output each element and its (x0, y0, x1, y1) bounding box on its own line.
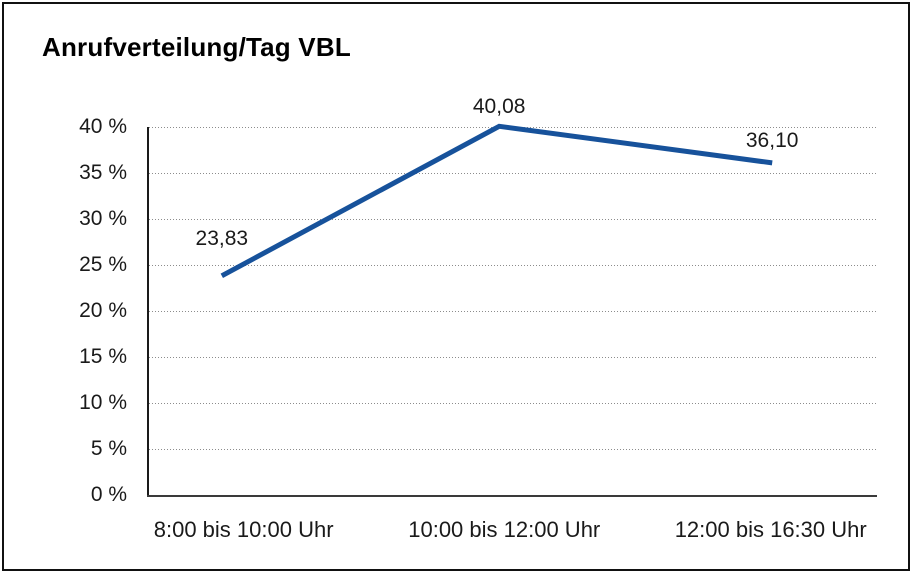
y-tick-label: 20 % (79, 299, 127, 322)
gridline (149, 311, 877, 312)
chart-title: Anrufverteilung/Tag VBL (42, 32, 351, 62)
x-axis-label: 12:00 bis 16:30 Uhr (674, 517, 867, 542)
y-tick-label: 35 % (79, 161, 127, 184)
y-axis-line (147, 127, 149, 497)
plot-area: 0 % 5 % 10 % 15 % 20 % 25 % 30 % 35 % 40 % 23,83… (79, 96, 877, 542)
y-tick-label: 25 % (79, 253, 127, 276)
y-tick-label: 10 % (79, 391, 127, 414)
gridline (149, 219, 877, 220)
x-axis-label: 10:00 bis 12:00 Uhr (408, 517, 601, 542)
gridline (149, 403, 877, 404)
data-point-label: 23,83 (195, 226, 249, 250)
line-series-chart (220, 123, 773, 279)
y-tick-label: 0 % (90, 483, 127, 506)
gridline (149, 265, 877, 266)
data-point-label: 40,08 (472, 95, 526, 119)
y-tick-label: 5 % (90, 437, 127, 460)
y-tick-label: 40 % (79, 115, 127, 138)
data-point-label: 36,10 (745, 128, 799, 152)
x-axis-label: 8:00 bis 10:00 Uhr (153, 517, 334, 542)
x-axis-line (147, 495, 877, 497)
gridline (149, 357, 877, 358)
y-tick-label: 15 % (79, 345, 127, 368)
y-tick-label: 30 % (79, 207, 127, 230)
gridline (149, 173, 877, 174)
y-axis-tick-labels: 0 % 5 % 10 % 15 % 20 % 25 % 30 % 35 % 40 % (4, 115, 127, 506)
gridline (149, 449, 877, 450)
data-line (220, 123, 773, 279)
